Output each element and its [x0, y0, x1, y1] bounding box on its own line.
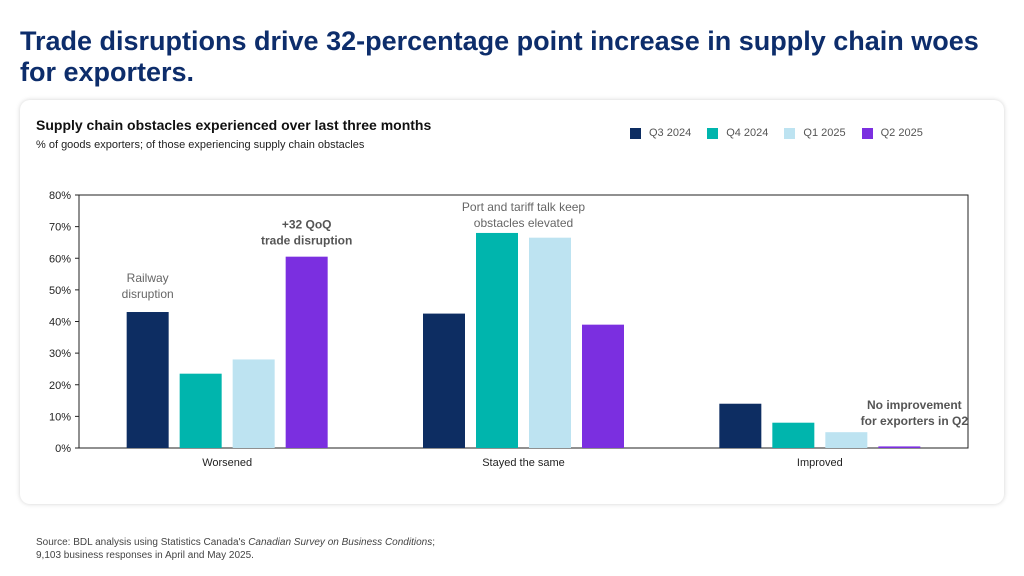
chart-title: Supply chain obstacles experienced over …: [36, 117, 432, 133]
chart-subtitle: % of goods exporters; of those experienc…: [36, 139, 365, 151]
legend-item-q1-2025: Q1 2025: [784, 127, 846, 139]
legend-item-q4-2024: Q4 2024: [707, 127, 768, 139]
legend-swatch: [861, 127, 873, 139]
legend-swatch: [630, 127, 641, 139]
source-prefix: Source: BDL analysis using Statistics Ca…: [36, 537, 249, 548]
chart-card: [20, 100, 1004, 504]
source-survey: Canadian Survey on Business Conditions: [248, 537, 433, 548]
source-line2: 9,103 business responses in April and Ma…: [36, 550, 254, 561]
legend-label: Q4 2024: [726, 127, 769, 139]
legend-item-q3-2024: Q3 2024: [630, 127, 691, 139]
legend-label: Q1 2025: [803, 127, 846, 139]
legend-label: Q2 2025: [880, 127, 923, 139]
headline: Trade disruptions drive 32-percentage po…: [20, 26, 979, 87]
legend-swatch: [784, 127, 796, 139]
chart-legend: Q3 2024 Q4 2024 Q1 2025 Q2 2025: [630, 127, 923, 139]
source-suffix: ;: [432, 537, 435, 548]
source-note: Source: BDL analysis using Statistics Ca…: [36, 536, 435, 562]
legend-swatch: [707, 127, 719, 139]
legend-item-q2-2025: Q2 2025: [861, 127, 923, 139]
legend-label: Q3 2024: [649, 127, 692, 139]
